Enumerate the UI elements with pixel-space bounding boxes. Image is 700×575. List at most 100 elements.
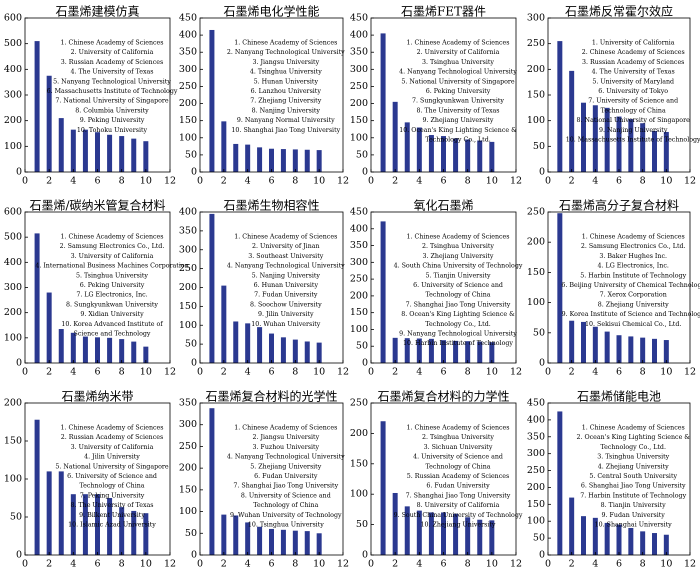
bar xyxy=(269,148,274,172)
y-tick-label: 150 xyxy=(527,499,545,510)
x-tick-label: 8 xyxy=(292,559,298,570)
bar xyxy=(569,70,575,172)
x-tick-label: 12 xyxy=(510,176,522,187)
bar xyxy=(292,339,298,363)
x-tick-label: 12 xyxy=(684,367,696,378)
bar xyxy=(107,337,113,363)
y-tick-label: 400 xyxy=(350,223,368,234)
annotation-line: 8. Nanjing University xyxy=(252,107,321,114)
x-tick-label: 2 xyxy=(46,367,52,378)
x-tick-label: 8 xyxy=(119,176,125,187)
bar xyxy=(209,29,215,172)
annotation-line: 3. Southeast University xyxy=(248,253,323,260)
bar xyxy=(441,512,446,555)
y-tick-label: 100 xyxy=(179,506,197,517)
annotation-line: 7. Sungkyunkwan University xyxy=(412,98,504,105)
annotation-line: 6. Fudan University xyxy=(254,473,318,480)
annotation-line: 8. The University of Texas xyxy=(70,502,153,509)
annotation-line: 8. Columbia University xyxy=(75,107,149,114)
annotation-line: 10. Korea Advanced Institute of xyxy=(61,321,163,328)
bar xyxy=(269,333,274,363)
annotation-line: 7. Shanghai Jiao Tong University xyxy=(406,301,511,308)
annotation-line: 6. University of Science and xyxy=(67,473,157,480)
annotation-line: 6. Peking University xyxy=(426,88,491,95)
bar xyxy=(221,514,227,555)
y-tick-label: 450 xyxy=(350,207,368,218)
y-tick-label: 50 xyxy=(356,341,368,352)
chart-title: 石墨烯电化学性能 xyxy=(223,4,319,19)
annotation-line: 4. Tsinghua University xyxy=(250,69,322,76)
y-tick-label: 50 xyxy=(356,519,368,530)
annotation-line: 8. The University of Texas xyxy=(416,107,499,114)
annotation-line: 5. Nanjing University xyxy=(252,272,321,279)
chart-panel-6: 石墨烯生物相容性 0 50 100 150 200 250 300 350 400 0 2 4 6 8 10 1… xyxy=(179,198,349,378)
x-tick-label: 0 xyxy=(368,367,374,378)
y-tick-label: 350 xyxy=(527,431,545,442)
x-tick-label: 10 xyxy=(660,559,672,570)
chart-title: 石墨烯FET器件 xyxy=(401,5,486,19)
bar xyxy=(616,116,622,172)
annotation-line: 9. Korea Institute of Science and Techno… xyxy=(562,311,700,318)
x-tick-label: 6 xyxy=(94,176,100,187)
y-tick-label: 150 xyxy=(350,458,368,469)
bar xyxy=(221,121,227,172)
y-tick-label: 300 xyxy=(527,13,545,24)
annotation-line: 2. University of Jinan xyxy=(252,243,320,250)
x-tick-label: 4 xyxy=(245,559,251,570)
annotation-line: 6. University of Science and xyxy=(413,282,503,289)
y-tick-label: 150 xyxy=(4,436,22,447)
bar xyxy=(404,506,410,555)
chart-title: 石墨烯/碳纳米管复合材料 xyxy=(29,198,165,213)
y-tick-label: 50 xyxy=(533,533,545,544)
x-tick-label: 0 xyxy=(22,559,28,570)
bar xyxy=(428,135,434,172)
x-tick-label: 0 xyxy=(197,559,203,570)
annotation-line: 3. Jiangsu University xyxy=(252,59,319,66)
x-tick-label: 8 xyxy=(640,176,646,187)
annotation-line: 6. Peking University xyxy=(80,282,145,289)
x-tick-label: 4 xyxy=(592,367,598,378)
annotation-line: 3. Baker Hughes Inc. xyxy=(599,253,667,260)
bar xyxy=(592,326,598,363)
chart-title: 氧化石墨烯 xyxy=(413,199,473,213)
bar xyxy=(280,149,286,172)
annotation-line: 9. South China University of Technology xyxy=(394,512,523,519)
x-tick-label: 2 xyxy=(569,367,575,378)
bar xyxy=(557,411,563,555)
y-tick-label: 0 xyxy=(362,550,368,561)
y-tick-label: 400 xyxy=(4,64,22,75)
annotation-line: 4. South China University of Technology xyxy=(394,263,523,270)
bar xyxy=(592,105,598,172)
annotation-line: 1. Chinese Academy of Sciences xyxy=(582,234,685,241)
annotation-line: 1. Chinese Academy of Sciences xyxy=(582,425,685,432)
annotation-line: 8. Zhejiang University xyxy=(598,301,669,308)
y-tick-label: 300 xyxy=(179,244,197,255)
x-tick-label: 6 xyxy=(268,367,274,378)
bar xyxy=(245,522,251,555)
annotation-line: 6. Shanghai Jiao Tong University xyxy=(581,483,686,490)
y-tick-label: 100 xyxy=(4,141,22,152)
bar xyxy=(46,75,52,172)
y-tick-label: 350 xyxy=(179,398,197,409)
annotation-line: Technology of China xyxy=(425,292,490,299)
annotation-line: Technology of China xyxy=(253,502,318,509)
bar xyxy=(292,530,298,555)
x-tick-label: 6 xyxy=(268,559,274,570)
x-tick-label: 10 xyxy=(313,367,325,378)
x-tick-label: 2 xyxy=(46,176,52,187)
annotation-line: Technology of China xyxy=(425,463,490,470)
chart-title: 石墨烯生物相容性 xyxy=(223,198,319,213)
bar xyxy=(58,329,64,363)
bar xyxy=(70,129,76,172)
x-tick-label: 6 xyxy=(616,559,622,570)
bar xyxy=(257,147,263,172)
annotation-line: Technology Co., Ltd. xyxy=(425,137,491,144)
bar xyxy=(392,337,398,363)
x-tick-label: 12 xyxy=(164,559,176,570)
bar xyxy=(477,519,483,555)
annotation-line: 4. International Business Machines Corpo… xyxy=(35,263,188,270)
annotation-line: 10. Islamic Azad University xyxy=(68,522,156,529)
y-tick-label: 400 xyxy=(350,30,368,41)
annotation-line: 2. Samsung Electronics Co., Ltd. xyxy=(581,243,686,250)
bar xyxy=(465,139,471,172)
